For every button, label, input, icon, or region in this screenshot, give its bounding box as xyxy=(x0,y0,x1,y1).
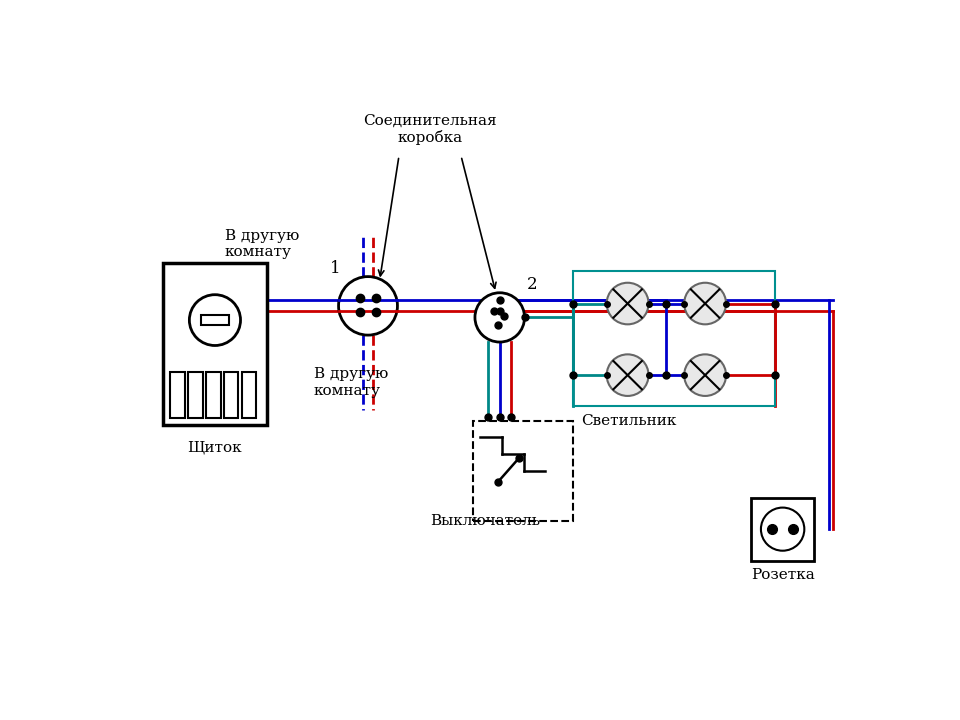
Text: В другую
комнату: В другую комнату xyxy=(225,229,299,259)
Bar xyxy=(751,498,814,561)
Bar xyxy=(242,372,256,418)
Text: Выключатель: Выключатель xyxy=(430,514,540,528)
Circle shape xyxy=(684,354,726,396)
Bar xyxy=(170,372,185,418)
Text: В другую
комнату: В другую комнату xyxy=(314,367,388,397)
Text: Щиток: Щиток xyxy=(187,441,242,454)
Text: 1: 1 xyxy=(330,260,341,276)
Circle shape xyxy=(189,294,241,346)
Circle shape xyxy=(607,354,649,396)
Bar xyxy=(206,372,221,418)
Text: Светильник: Светильник xyxy=(581,414,677,428)
Bar xyxy=(472,421,573,521)
Bar xyxy=(188,372,203,418)
Circle shape xyxy=(607,283,649,324)
Text: 2: 2 xyxy=(527,276,538,293)
Text: Соединительная
коробка: Соединительная коробка xyxy=(363,113,497,145)
Circle shape xyxy=(339,276,397,335)
Circle shape xyxy=(475,293,524,342)
Bar xyxy=(201,315,228,325)
Bar xyxy=(224,372,238,418)
Bar xyxy=(573,271,775,406)
Text: Розетка: Розетка xyxy=(751,568,814,582)
Circle shape xyxy=(684,283,726,324)
Bar xyxy=(162,264,267,426)
